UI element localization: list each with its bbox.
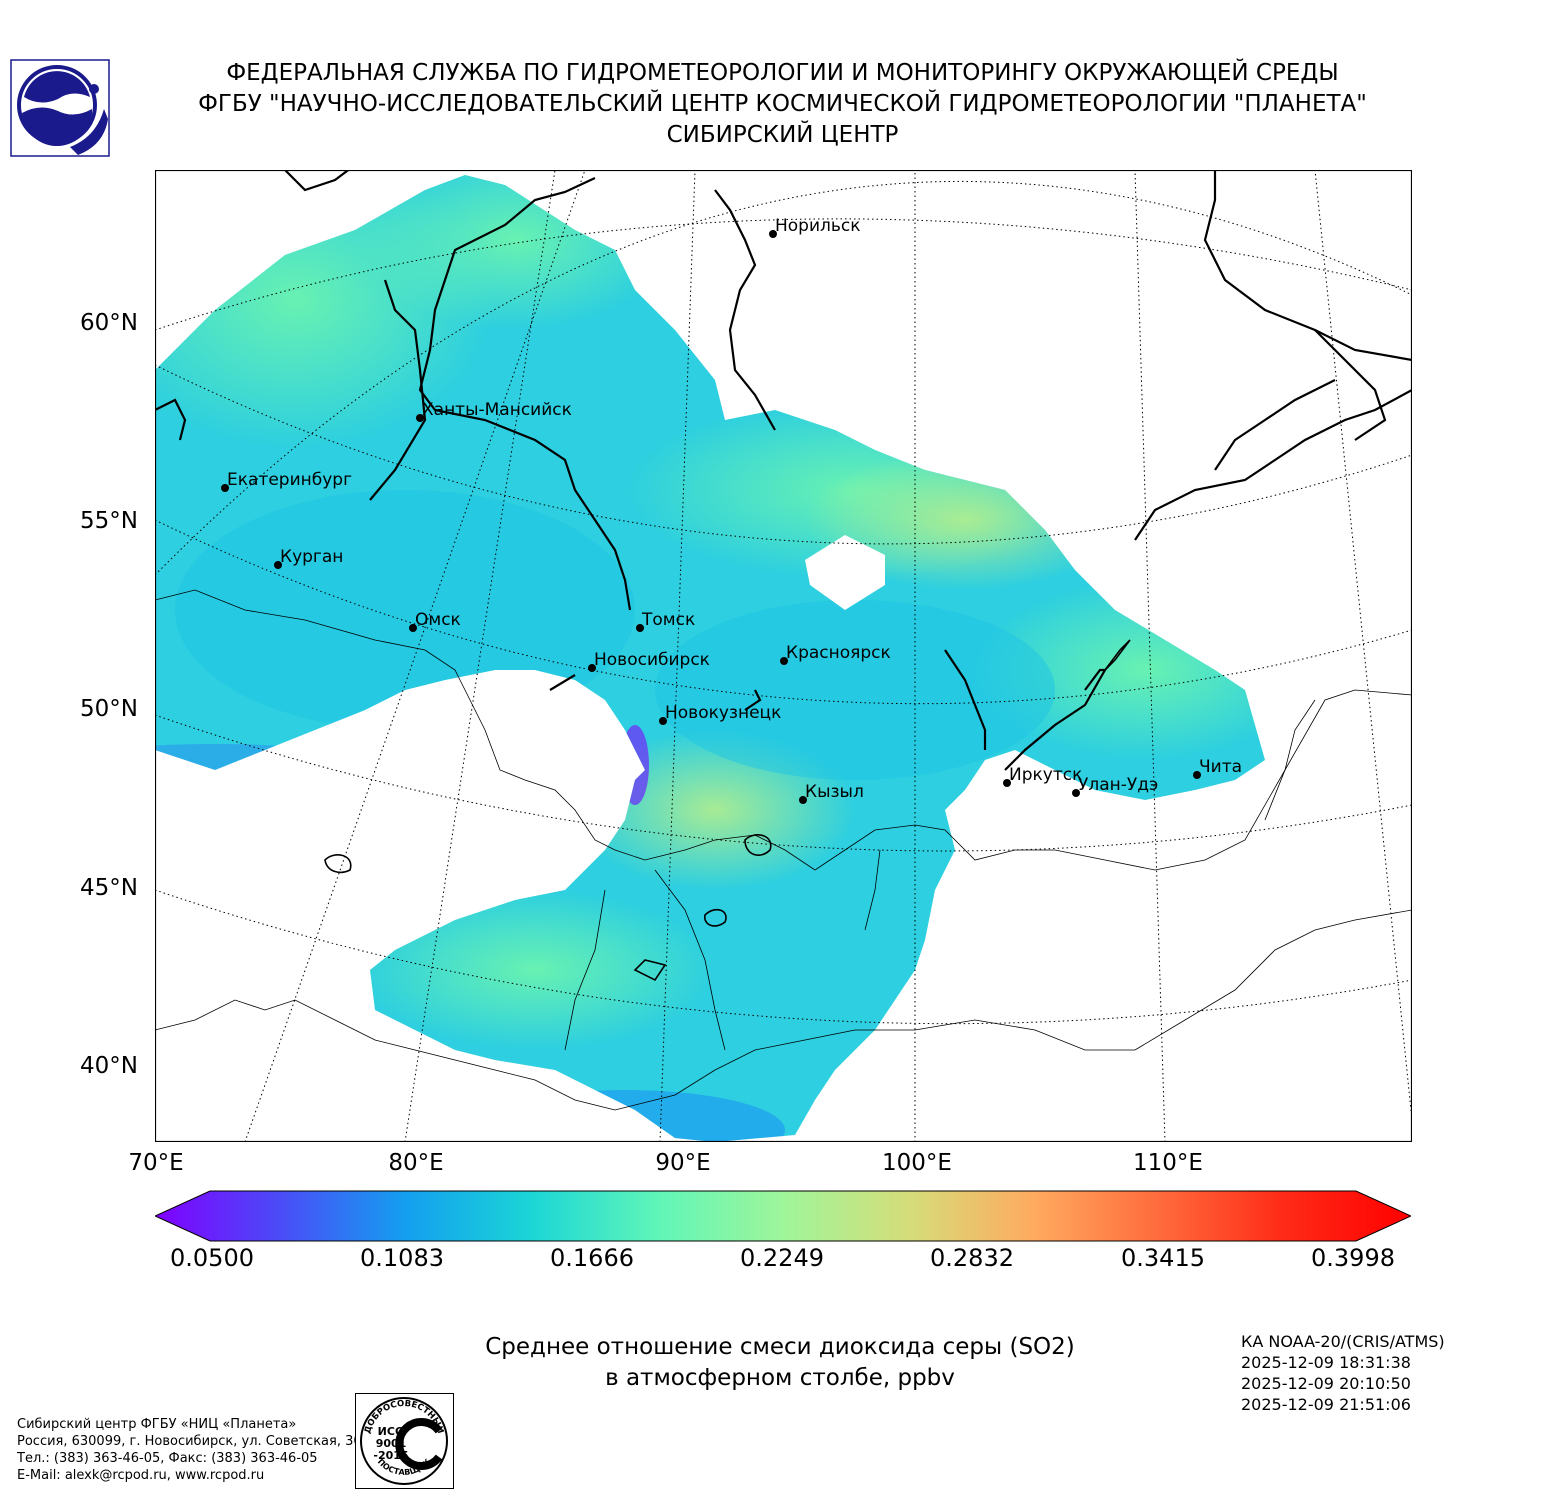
colorbar-tick-3: 0.2249 [740, 1244, 824, 1272]
lon-label-110: 110°E [1133, 1150, 1203, 1176]
so2-map: Норильск Ханты-Мансийск Екатеринбург Курган… [155, 170, 1412, 1142]
product-title-line-1: Среднее отношение смеси диоксида серы (S… [485, 1334, 1075, 1360]
iso-line-1: ИСО [378, 1425, 405, 1438]
lat-label-55: 55°N [80, 508, 138, 534]
city-marker [636, 624, 644, 632]
city-marker [416, 414, 424, 422]
lat-label-45: 45°N [80, 875, 138, 901]
colorbar [155, 1190, 1411, 1242]
city-marker [769, 230, 777, 238]
city-marker [799, 796, 807, 804]
header-line-1: ФЕДЕРАЛЬНАЯ СЛУЖБА ПО ГИДРОМЕТЕОРОЛОГИИ … [226, 60, 1339, 86]
city-label: Омск [415, 610, 461, 630]
contact-line-3: Тел.: (383) 363-46-05, Факс: (383) 363-4… [17, 1451, 318, 1466]
contact-line-4: E-Mail: alexk@rcpod.ru, www.rcpod.ru [17, 1468, 265, 1483]
colorbar-tick-0: 0.0500 [170, 1244, 254, 1272]
city-label: Ханты-Мансийск [422, 400, 572, 420]
city-marker [409, 624, 417, 632]
city-label: Красноярск [786, 643, 891, 663]
satellite-time-2: 2025-12-09 20:10:50 [1241, 1374, 1411, 1393]
city-label: Кызыл [805, 782, 864, 802]
city-marker [221, 484, 229, 492]
lon-label-70: 70°E [128, 1150, 184, 1176]
iso-badge: ДОБРОСОВЕСТНЫЙ ПОСТАВЩИК ИСО 9001 -2015 [355, 1393, 454, 1489]
header-line-2: ФГБУ "НАУЧНО-ИССЛЕДОВАТЕЛЬСКИЙ ЦЕНТР КОС… [198, 91, 1367, 117]
city-label: Норильск [775, 216, 861, 236]
satellite-name: КА NOAA-20/(CRIS/ATMS) [1241, 1332, 1445, 1351]
city-marker [780, 657, 788, 665]
city-marker [274, 561, 282, 569]
city-label: Иркутск [1009, 765, 1082, 785]
city-label: Екатеринбург [227, 470, 352, 490]
product-title: Среднее отношение смеси диоксида серы (S… [420, 1332, 1140, 1394]
city-marker [1072, 789, 1080, 797]
city-marker [588, 664, 596, 672]
colorbar-tick-2: 0.1666 [550, 1244, 634, 1272]
city-marker [659, 717, 667, 725]
colorbar-tick-4: 0.2832 [930, 1244, 1014, 1272]
lon-label-80: 80°E [388, 1150, 444, 1176]
city-label: Улан-Удэ [1078, 775, 1158, 795]
planeta-logo [10, 59, 110, 157]
iso-line-2: 9001 [376, 1437, 407, 1450]
header-line-3: СИБИРСКИЙ ЦЕНТР [666, 122, 899, 148]
lat-label-40: 40°N [80, 1053, 138, 1079]
colorbar-tick-5: 0.3415 [1121, 1244, 1205, 1272]
satellite-time-1: 2025-12-09 18:31:38 [1241, 1353, 1411, 1372]
city-marker [1193, 771, 1201, 779]
satellite-info: КА NOAA-20/(CRIS/ATMS) 2025-12-09 18:31:… [1241, 1331, 1445, 1415]
colorbar-tick-6: 0.3998 [1311, 1244, 1395, 1272]
contact-line-1: Сибирский центр ФГБУ «НИЦ «Планета» [17, 1417, 297, 1432]
lat-label-50: 50°N [80, 696, 138, 722]
city-label: Курган [280, 547, 343, 567]
iso-line-3: -2015 [373, 1449, 408, 1462]
product-title-line-2: в атмосферном столбе, ppbv [605, 1365, 955, 1391]
lat-label-60: 60°N [80, 310, 138, 336]
lon-label-100: 100°E [882, 1150, 952, 1176]
city-label: Томск [641, 610, 695, 630]
city-label: Новосибирск [594, 650, 710, 670]
contact-info: Сибирский центр ФГБУ «НИЦ «Планета» Росс… [17, 1416, 362, 1484]
colorbar-tick-1: 0.1083 [360, 1244, 444, 1272]
city-marker [1003, 779, 1011, 787]
lon-label-90: 90°E [655, 1150, 711, 1176]
contact-line-2: Россия, 630099, г. Новосибирск, ул. Сове… [17, 1434, 362, 1449]
city-label: Чита [1199, 757, 1242, 777]
satellite-time-3: 2025-12-09 21:51:06 [1241, 1395, 1411, 1414]
city-label: Новокузнецк [665, 703, 781, 723]
